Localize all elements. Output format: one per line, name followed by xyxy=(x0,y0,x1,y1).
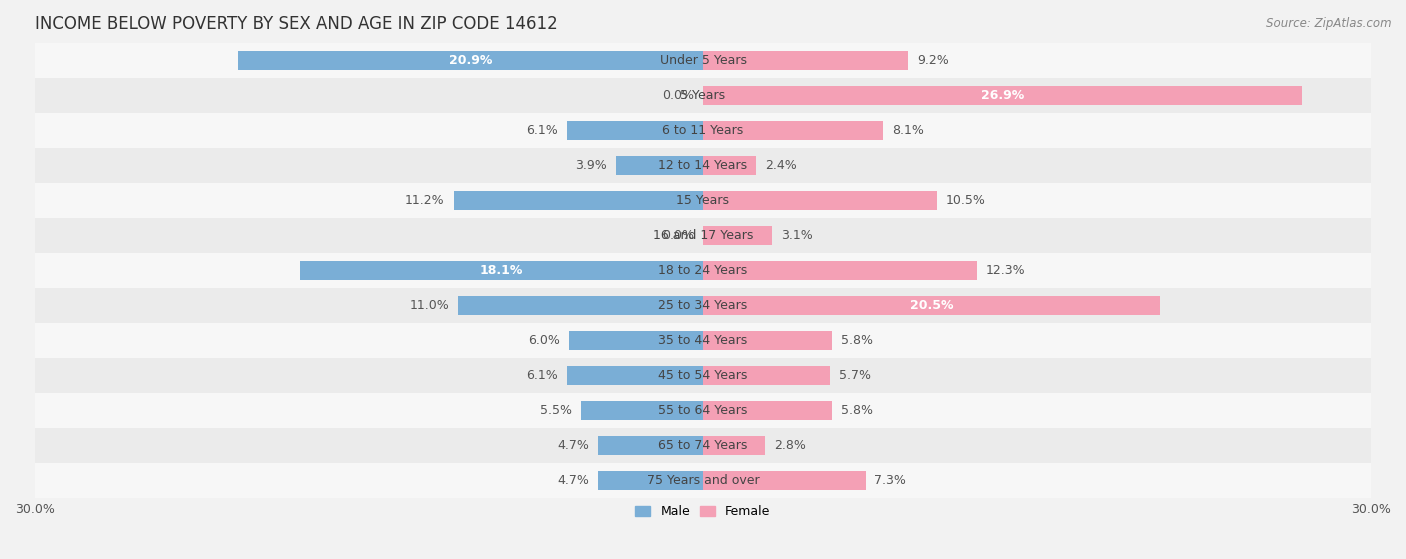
Text: 4.7%: 4.7% xyxy=(558,439,589,452)
Bar xyxy=(35,78,1371,113)
Text: 5.8%: 5.8% xyxy=(841,334,873,347)
Text: 55 to 64 Years: 55 to 64 Years xyxy=(658,404,748,417)
Text: 8.1%: 8.1% xyxy=(893,124,924,137)
Text: 26.9%: 26.9% xyxy=(981,89,1024,102)
Bar xyxy=(35,113,1371,148)
Text: 12.3%: 12.3% xyxy=(986,264,1025,277)
Bar xyxy=(35,323,1371,358)
Text: 6.1%: 6.1% xyxy=(526,124,558,137)
Text: 5.5%: 5.5% xyxy=(540,404,572,417)
Bar xyxy=(703,51,908,70)
Text: 2.8%: 2.8% xyxy=(775,439,806,452)
Text: 3.9%: 3.9% xyxy=(575,159,607,172)
Text: 4.7%: 4.7% xyxy=(558,474,589,487)
Text: 75 Years and over: 75 Years and over xyxy=(647,474,759,487)
Bar xyxy=(703,191,936,210)
Text: 25 to 34 Years: 25 to 34 Years xyxy=(658,299,748,312)
Bar xyxy=(703,435,765,455)
Bar xyxy=(35,43,1371,78)
Bar xyxy=(35,183,1371,218)
Bar xyxy=(35,428,1371,463)
Bar xyxy=(703,471,866,490)
Legend: Male, Female: Male, Female xyxy=(630,500,776,523)
Bar xyxy=(599,435,703,455)
Bar xyxy=(703,121,883,140)
Bar xyxy=(703,260,977,280)
Text: 10.5%: 10.5% xyxy=(946,194,986,207)
Bar xyxy=(238,51,703,70)
Bar xyxy=(299,260,703,280)
Text: 16 and 17 Years: 16 and 17 Years xyxy=(652,229,754,242)
Text: 12 to 14 Years: 12 to 14 Years xyxy=(658,159,748,172)
Bar xyxy=(35,218,1371,253)
Bar xyxy=(703,226,772,245)
Text: Under 5 Years: Under 5 Years xyxy=(659,54,747,67)
Text: 11.2%: 11.2% xyxy=(405,194,444,207)
Text: 65 to 74 Years: 65 to 74 Years xyxy=(658,439,748,452)
Bar xyxy=(35,148,1371,183)
Text: 7.3%: 7.3% xyxy=(875,474,907,487)
Text: 0.0%: 0.0% xyxy=(662,89,695,102)
Text: 11.0%: 11.0% xyxy=(409,299,449,312)
Bar xyxy=(35,253,1371,288)
Text: 18 to 24 Years: 18 to 24 Years xyxy=(658,264,748,277)
Text: 6.0%: 6.0% xyxy=(529,334,561,347)
Bar xyxy=(703,401,832,420)
Text: 6 to 11 Years: 6 to 11 Years xyxy=(662,124,744,137)
Text: INCOME BELOW POVERTY BY SEX AND AGE IN ZIP CODE 14612: INCOME BELOW POVERTY BY SEX AND AGE IN Z… xyxy=(35,15,558,33)
Bar xyxy=(567,121,703,140)
Text: 9.2%: 9.2% xyxy=(917,54,949,67)
Text: 5 Years: 5 Years xyxy=(681,89,725,102)
Bar xyxy=(703,156,756,175)
Text: 3.1%: 3.1% xyxy=(780,229,813,242)
Text: 5.7%: 5.7% xyxy=(839,369,870,382)
Text: 45 to 54 Years: 45 to 54 Years xyxy=(658,369,748,382)
Bar xyxy=(35,288,1371,323)
Bar xyxy=(703,296,1160,315)
Text: 18.1%: 18.1% xyxy=(479,264,523,277)
Text: 6.1%: 6.1% xyxy=(526,369,558,382)
Text: 0.0%: 0.0% xyxy=(662,229,695,242)
Bar xyxy=(458,296,703,315)
Bar xyxy=(567,366,703,385)
Text: Source: ZipAtlas.com: Source: ZipAtlas.com xyxy=(1267,17,1392,30)
Text: 5.8%: 5.8% xyxy=(841,404,873,417)
Bar xyxy=(703,86,1302,105)
Bar xyxy=(599,471,703,490)
Text: 2.4%: 2.4% xyxy=(765,159,797,172)
Bar xyxy=(581,401,703,420)
Bar xyxy=(35,393,1371,428)
Text: 35 to 44 Years: 35 to 44 Years xyxy=(658,334,748,347)
Bar xyxy=(569,331,703,350)
Bar xyxy=(35,463,1371,498)
Text: 15 Years: 15 Years xyxy=(676,194,730,207)
Bar xyxy=(35,358,1371,393)
Bar xyxy=(703,366,830,385)
Text: 20.5%: 20.5% xyxy=(910,299,953,312)
Text: 20.9%: 20.9% xyxy=(449,54,492,67)
Bar xyxy=(454,191,703,210)
Bar xyxy=(703,331,832,350)
Bar xyxy=(616,156,703,175)
